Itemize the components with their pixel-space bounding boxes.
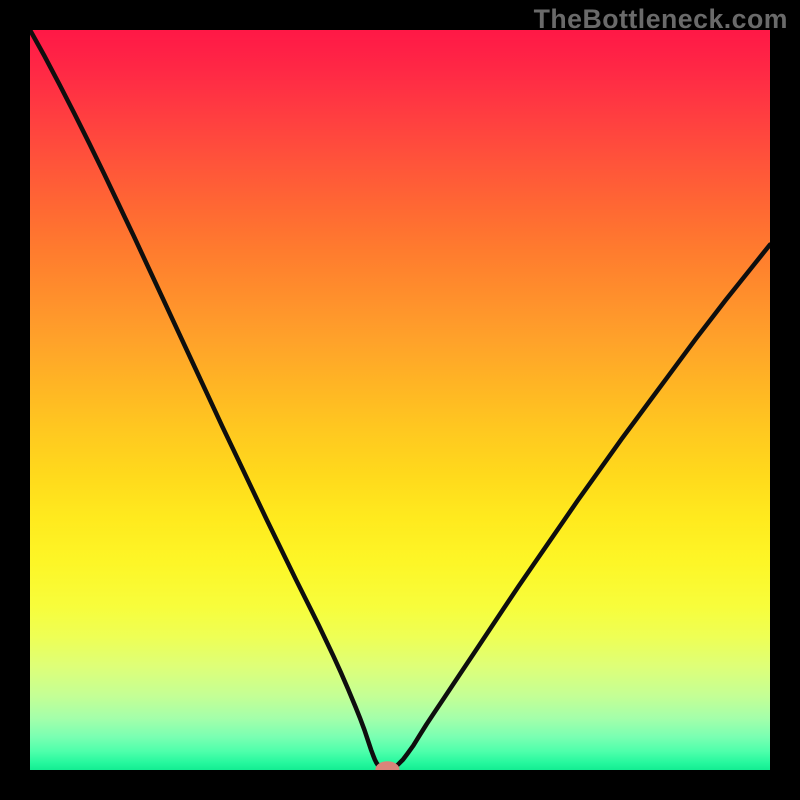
plot-area [30, 30, 770, 770]
chart-stage: TheBottleneck.com [0, 0, 800, 800]
watermark-text: TheBottleneck.com [534, 4, 788, 35]
gradient-background [30, 30, 770, 770]
